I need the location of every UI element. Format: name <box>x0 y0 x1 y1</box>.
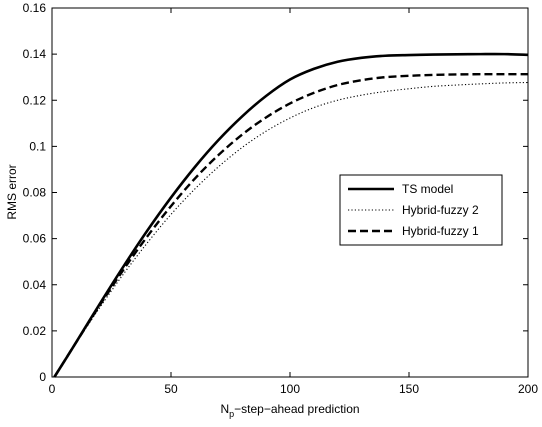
y-tick-label: 0 <box>39 370 46 384</box>
legend: TS model Hybrid-fuzzy 2 Hybrid-fuzzy 1 <box>339 174 503 246</box>
y-tick-label: 0.04 <box>23 278 47 292</box>
legend-label-hybrid-fuzzy-2: Hybrid-fuzzy 2 <box>402 203 479 217</box>
x-tick-label: 0 <box>49 382 56 396</box>
series-line-hybrid-fuzzy-1 <box>53 72 528 378</box>
y-axis-label: RMS error <box>5 164 19 219</box>
legend-label-hybrid-fuzzy-1: Hybrid-fuzzy 1 <box>402 224 479 238</box>
x-axis-label: Np−step−ahead prediction <box>220 402 359 419</box>
x-tick-label: 200 <box>518 382 538 396</box>
series-line-hybrid-fuzzy-2 <box>53 81 529 378</box>
y-tick-label: 0.1 <box>29 139 46 153</box>
x-axis-label-main: N <box>220 402 229 416</box>
legend-label-ts-model: TS model <box>402 182 453 196</box>
series-group <box>53 52 529 378</box>
x-tick-label: 100 <box>280 382 300 396</box>
y-tick-label: 0.08 <box>23 186 47 200</box>
x-tick-label: 150 <box>399 382 419 396</box>
x-axis-label-rest: −step−ahead prediction <box>234 402 359 416</box>
axis-ticks: 0 50 100 150 200 0 0.02 0.04 0.06 0.08 0.1 0.12 0.14… <box>23 1 539 396</box>
y-tick-label: 0.02 <box>23 324 47 338</box>
y-tick-label: 0.16 <box>23 1 47 15</box>
series-line-ts-model <box>53 52 529 378</box>
legend-box <box>339 174 503 246</box>
x-tick-label: 50 <box>164 382 178 396</box>
y-tick-label: 0.12 <box>23 93 47 107</box>
y-tick-label: 0.14 <box>23 47 47 61</box>
y-tick-label: 0.06 <box>23 232 47 246</box>
x-axis-label-sub: p <box>229 409 234 419</box>
